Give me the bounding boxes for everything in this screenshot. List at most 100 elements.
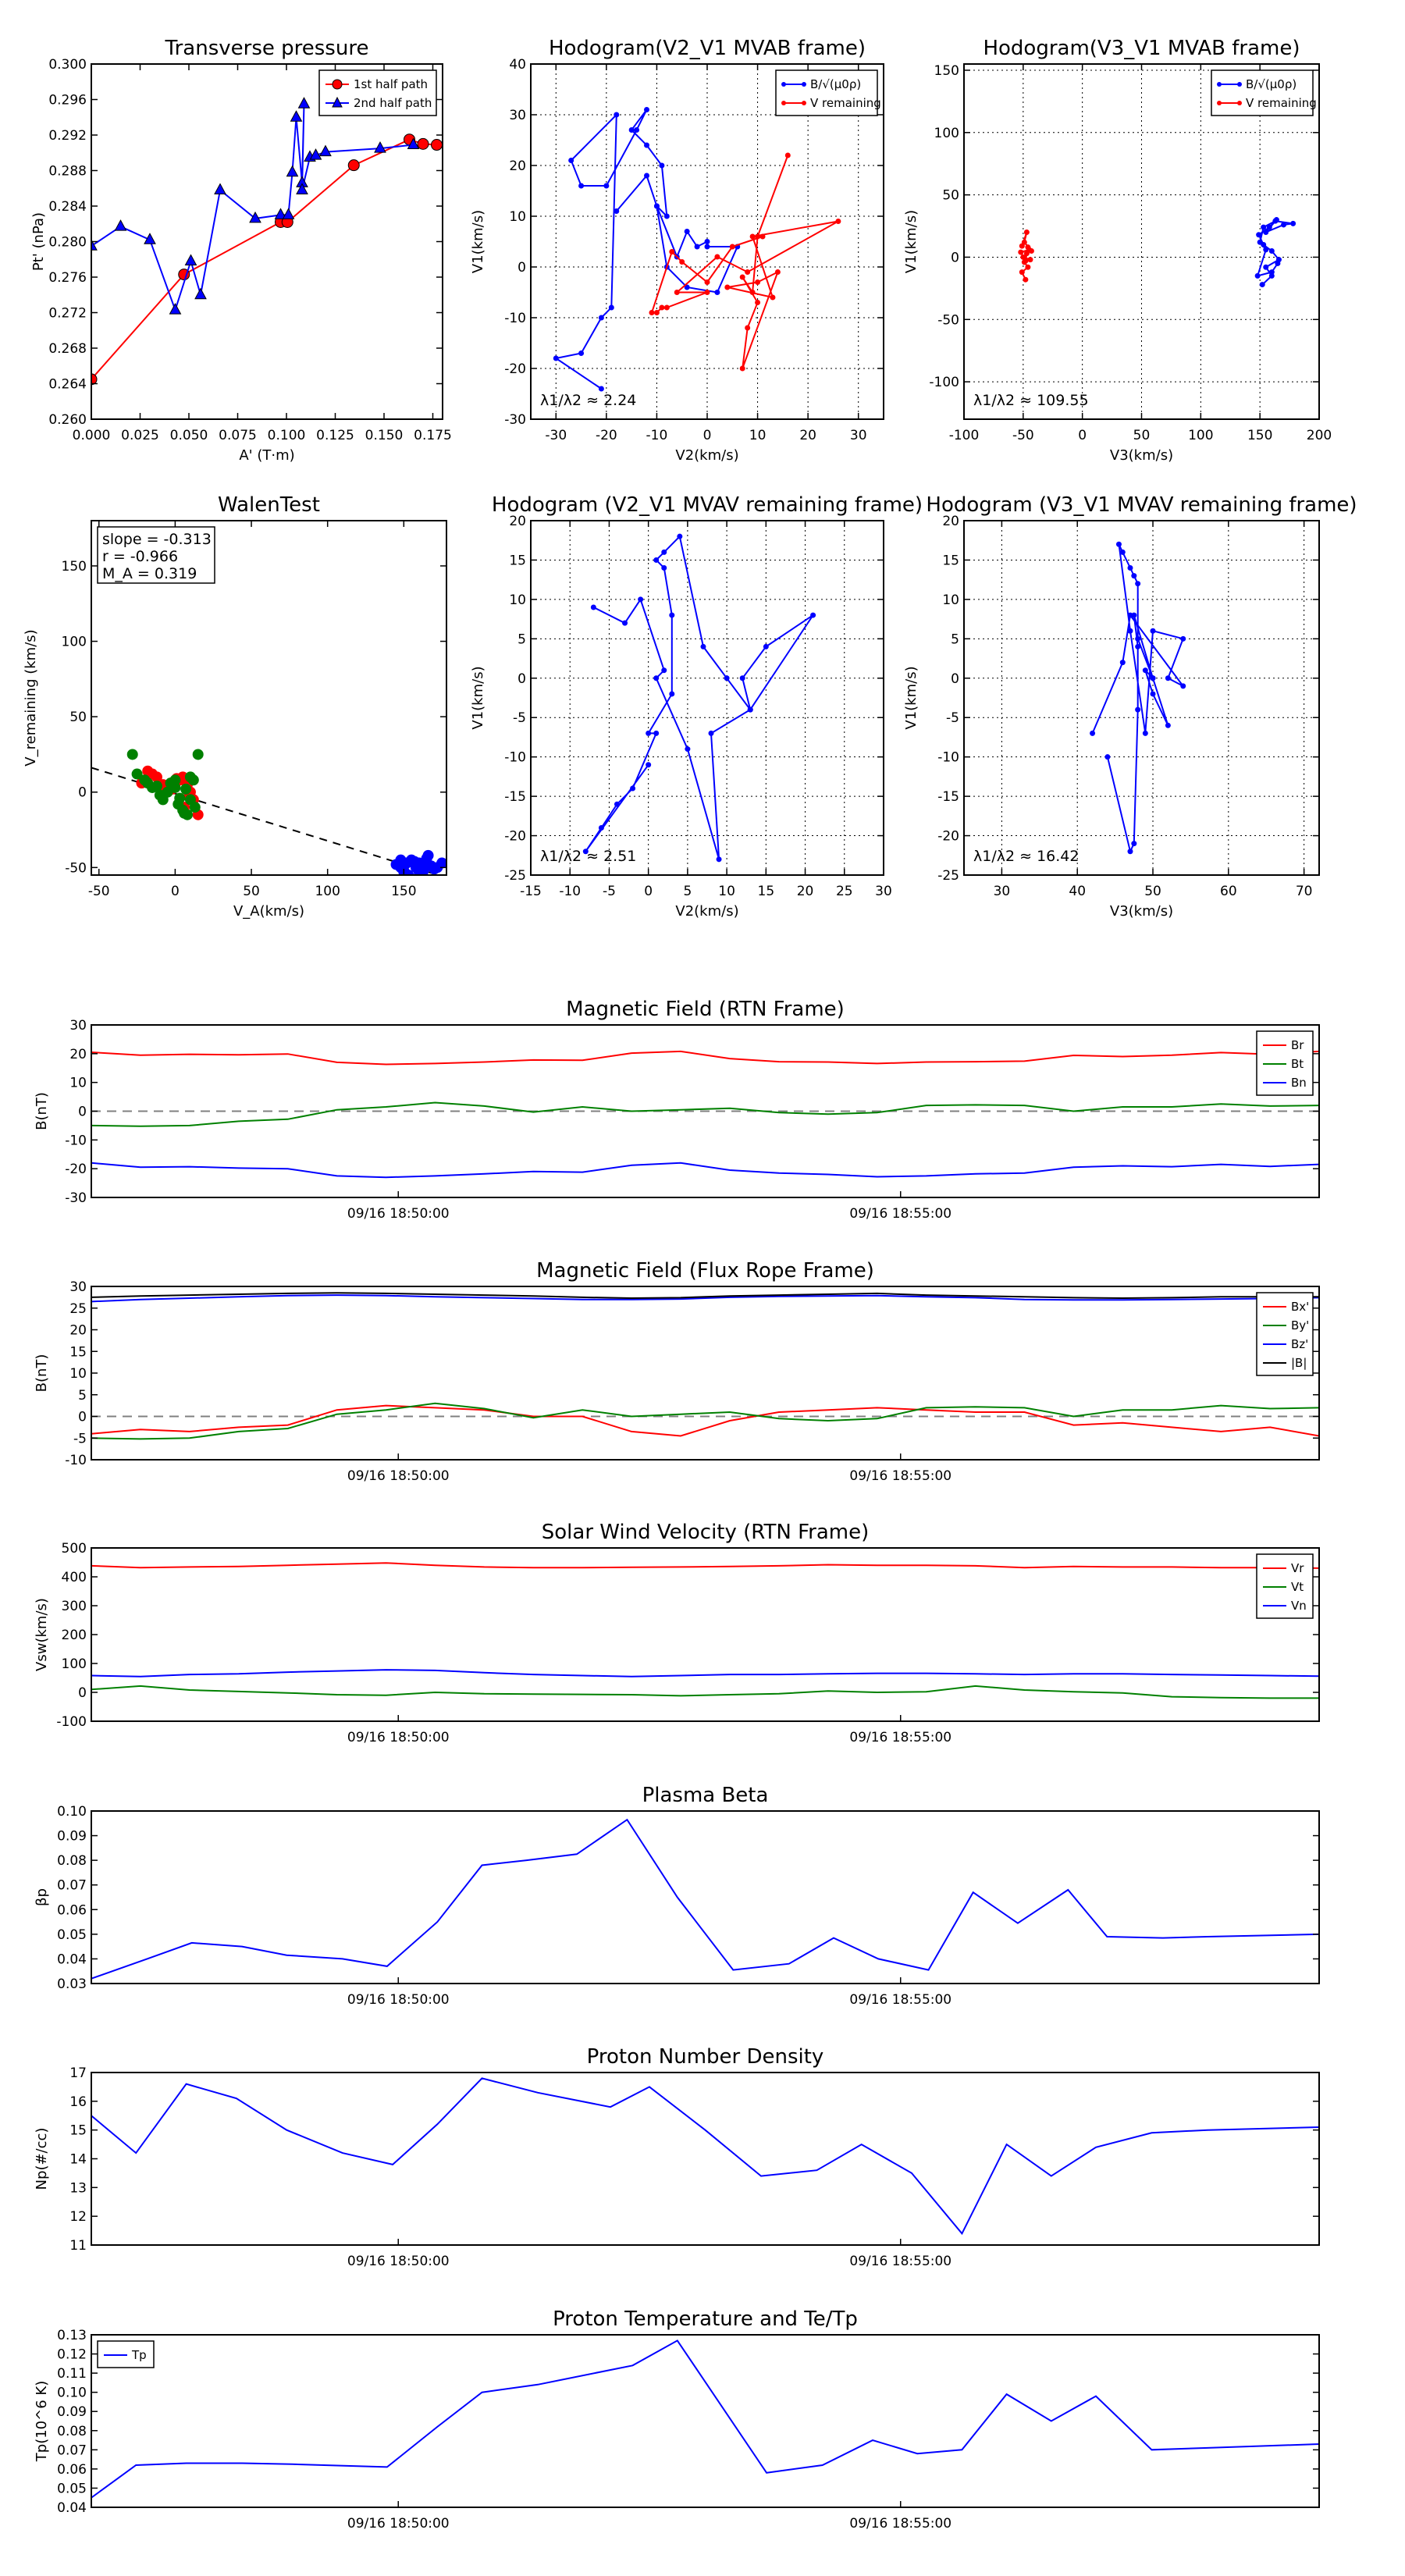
annotation-line: slope = -0.313	[102, 531, 212, 548]
y-tick-label: 0.04	[57, 1952, 87, 1967]
y-tick-label: 0.09	[57, 1829, 87, 1845]
y-tick-label: 30	[509, 108, 526, 123]
data-point	[169, 303, 182, 315]
data-point	[835, 219, 841, 224]
legend: Br Bt Bn	[1256, 1030, 1314, 1096]
y-tick-label: -100	[56, 1714, 87, 1730]
data-point	[1127, 628, 1133, 634]
data-point	[1261, 224, 1267, 230]
chart-title: WalenTest	[218, 493, 320, 517]
y-tick-label: 150	[62, 559, 87, 575]
x-tick-label: 0.075	[219, 428, 257, 443]
y-axis-label: V1(km/s)	[903, 666, 919, 729]
legend-label: Bn	[1291, 1076, 1307, 1090]
y-tick-label: -10	[504, 311, 526, 326]
data-point	[674, 290, 680, 295]
legend-label: By'	[1291, 1318, 1309, 1332]
y-tick-label: 400	[62, 1570, 87, 1585]
x-tick-label: 100	[1188, 428, 1213, 443]
series-1st half path	[91, 133, 443, 386]
data-point	[614, 208, 620, 214]
data-point	[614, 112, 620, 118]
x-tick-label: 10	[718, 884, 735, 899]
y-tick-label: 0.300	[48, 57, 87, 73]
data-point	[1150, 675, 1156, 681]
chart-ts_tp: 0.04 0.05 0.06 0.07 0.08 0.09 0.10 0.11 0.12 0.13…	[34, 2307, 1320, 2532]
x-axis-label: A' (T·m)	[239, 447, 294, 464]
y-tick-label: 5	[951, 632, 959, 647]
legend-label: V remaining	[1246, 96, 1317, 110]
data-point	[646, 730, 652, 736]
x-tick-label: -10	[559, 884, 581, 899]
y-tick-label: 25	[69, 1301, 87, 1317]
data-point	[739, 675, 745, 681]
data-point	[755, 279, 761, 285]
x-tick-label: 0.125	[316, 428, 354, 443]
data-point	[578, 183, 585, 189]
y-tick-label: 15	[942, 553, 959, 568]
data-point	[114, 219, 127, 231]
x-tick-label: 0	[644, 884, 653, 899]
chart-pt: 0.260 0.264 0.268 0.272 0.276 0.280 0.284 0.288…	[30, 37, 452, 464]
y-tick-label: 20	[509, 514, 526, 529]
series-line-βp	[91, 1818, 1319, 1980]
y-tick-label: -20	[65, 1162, 87, 1177]
x-tick-label: 15	[758, 884, 775, 899]
chart-title: Hodogram (V3_V1 MVAV remaining frame)	[926, 493, 1357, 517]
data-point	[603, 183, 610, 189]
legend-box	[1211, 69, 1314, 116]
x-tick-label: -5	[603, 884, 616, 899]
data-point	[249, 211, 261, 223]
chart-title: Solar Wind Velocity (RTN Frame)	[542, 1521, 869, 1544]
series-line-Vt	[91, 1685, 1319, 1699]
data-point	[1127, 612, 1133, 618]
data-point	[770, 294, 776, 301]
data-point	[644, 142, 650, 148]
data-point	[309, 148, 322, 160]
data-point	[724, 675, 730, 681]
data-point	[1119, 660, 1126, 666]
data-point	[1131, 573, 1137, 579]
x-axis-label: V_A(km/s)	[233, 903, 304, 920]
legend-label: 2nd half path	[354, 96, 432, 110]
data-point	[184, 771, 196, 783]
series-V remaining	[582, 533, 816, 863]
y-tick-label: 0.10	[57, 1804, 87, 1820]
series-Np	[91, 2077, 1319, 2236]
data-point	[745, 325, 751, 331]
y-tick-label: 0.08	[57, 1853, 87, 1869]
data-point	[724, 284, 731, 290]
x-tick-label: 09/16 18:50:00	[347, 2516, 450, 2532]
data-point	[622, 620, 628, 626]
series-y component	[126, 749, 204, 820]
data-point	[745, 269, 751, 275]
legend-label: Vt	[1291, 1580, 1304, 1594]
data-point	[708, 730, 714, 736]
data-point	[663, 304, 670, 311]
data-point	[431, 139, 443, 151]
data-point	[704, 290, 710, 295]
y-tick-label: 150	[934, 63, 959, 79]
y-tick-label: -10	[504, 750, 526, 766]
series-line-Tp	[91, 2339, 1319, 2499]
y-tick-label: 20	[942, 514, 959, 529]
data-point	[417, 137, 429, 150]
x-tick-label: -100	[949, 428, 980, 443]
data-point	[739, 274, 745, 280]
data-point	[319, 144, 332, 157]
data-point	[144, 233, 156, 244]
series-line-Np	[91, 2077, 1319, 2236]
y-tick-label: 0.07	[57, 1878, 87, 1894]
x-tick-label: 0	[1078, 428, 1087, 443]
data-point	[1180, 635, 1186, 642]
x-tick-label: 30	[994, 884, 1011, 899]
y-tick-label: 0	[78, 1410, 87, 1425]
y-tick-label: 15	[69, 1344, 87, 1360]
data-point	[1104, 754, 1111, 760]
data-point	[184, 254, 197, 266]
y-tick-label: 0.296	[48, 93, 87, 109]
data-point	[1090, 730, 1096, 736]
y-tick-label: 20	[69, 1323, 87, 1339]
y-axis-label: Pt' (nPa)	[30, 212, 47, 271]
axes-frame	[91, 520, 447, 876]
